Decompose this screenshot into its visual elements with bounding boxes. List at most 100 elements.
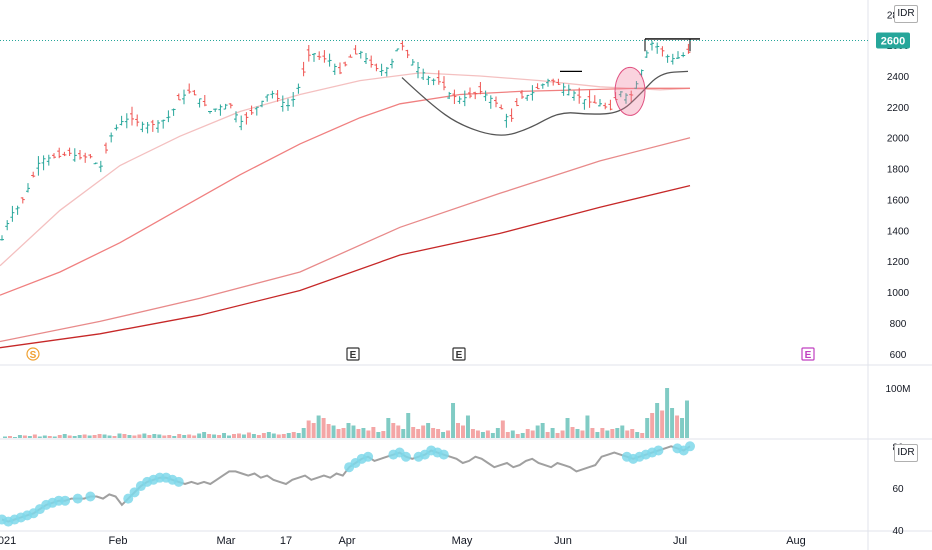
pattern-line <box>401 70 689 136</box>
x-tick-label: Aug <box>786 535 806 547</box>
volume-bar <box>157 434 162 438</box>
volume-bar <box>152 434 157 438</box>
volume-bar <box>376 432 381 438</box>
volume-bar <box>685 400 689 438</box>
volume-bar <box>411 427 416 438</box>
rsi-marker <box>123 493 134 504</box>
volume-bar <box>117 433 122 438</box>
volume-bar <box>525 429 530 438</box>
rsi-marker <box>60 495 71 506</box>
volume-bar <box>441 432 446 438</box>
volume-bar <box>655 403 660 438</box>
rsi-pane <box>0 441 695 527</box>
rsi-marker <box>72 493 83 504</box>
volume-bar <box>251 434 256 438</box>
rsi-tick-label: 60 <box>892 484 904 495</box>
volume-bar <box>102 434 107 438</box>
event-box <box>452 347 466 361</box>
volume-bar <box>645 418 650 438</box>
volume-bar <box>72 436 77 438</box>
rsi-marker <box>129 487 140 498</box>
currency-badge-top[interactable]: IDR <box>894 5 918 23</box>
moving-average-line <box>0 137 691 343</box>
volume-bar <box>620 425 625 438</box>
volume-bar <box>610 429 615 438</box>
volume-bar <box>605 430 610 438</box>
volume-bar <box>475 430 480 438</box>
y-tick-label: 2000 <box>887 134 910 145</box>
x-tick-label: Apr <box>338 535 355 547</box>
volume-bar <box>565 418 570 438</box>
volume-bar <box>12 437 17 438</box>
volume-bar <box>217 435 222 438</box>
volume-bar <box>366 430 371 438</box>
volume-bar <box>545 432 550 438</box>
rsi-line <box>1 445 691 523</box>
volume-bar <box>436 429 441 438</box>
volume-bar <box>386 418 391 438</box>
event-label: E <box>350 350 357 361</box>
volume-bar <box>122 434 127 438</box>
volume-bar <box>326 424 331 438</box>
volume-bar <box>500 420 505 438</box>
axis-layer: 2800260024002200200018001600140012001000… <box>0 10 911 547</box>
volume-bar <box>316 415 321 438</box>
volume-bar <box>356 429 361 438</box>
volume-bar <box>570 427 575 438</box>
volume-bar <box>630 429 635 438</box>
y-tick-label: 600 <box>890 350 907 361</box>
rsi-marker <box>653 445 664 456</box>
volume-bar <box>401 429 406 438</box>
volume-bar <box>470 429 475 438</box>
y-tick-label: 2400 <box>887 72 910 83</box>
volume-bar <box>451 403 456 438</box>
volume-bar <box>670 408 675 438</box>
volume-bar <box>107 435 112 438</box>
y-tick-label: 2200 <box>887 103 910 114</box>
x-tick-label: 2021 <box>0 535 16 547</box>
volume-bar <box>590 428 595 438</box>
event-circle <box>26 347 40 361</box>
y-tick-label: 800 <box>890 319 907 330</box>
volume-bar <box>162 435 167 438</box>
volume-bar <box>331 425 336 438</box>
volume-bar <box>391 423 396 438</box>
event-marker: S <box>26 347 40 361</box>
volume-bar <box>132 435 137 438</box>
volume-bar <box>301 428 306 438</box>
currency-badge-bottom[interactable]: IDR <box>894 444 918 462</box>
volume-bar <box>227 435 231 438</box>
currency-label-rsi: IDR <box>897 447 915 458</box>
volume-bar <box>665 388 670 438</box>
volume-bar <box>381 431 386 438</box>
volume-bar <box>142 433 147 438</box>
volume-bar <box>167 435 172 438</box>
volume-bar <box>456 423 460 438</box>
volume-bar <box>232 434 236 438</box>
volume-bar <box>490 433 495 438</box>
moving-average-line <box>0 72 691 267</box>
volume-bar <box>97 434 102 438</box>
volume-bar <box>57 435 62 438</box>
volume-bar <box>311 423 316 438</box>
volume-bar <box>625 430 630 438</box>
volume-bar <box>197 433 202 438</box>
volume-bar <box>87 435 92 438</box>
volume-bar <box>92 435 97 438</box>
volume-bar <box>580 430 585 438</box>
last-price-value: 2600 <box>881 36 905 48</box>
volume-bar <box>271 433 276 438</box>
volume-bar <box>346 423 351 438</box>
volume-bar <box>22 435 27 438</box>
volume-bar <box>520 433 525 438</box>
volume-bar <box>296 433 301 438</box>
volume-bar <box>281 434 286 438</box>
moving-average-line <box>0 87 690 296</box>
rsi-tick-label: 40 <box>892 526 904 537</box>
volume-bar <box>341 428 346 438</box>
volume-bar <box>261 433 266 438</box>
x-tick-label: May <box>452 535 473 547</box>
volume-bar <box>32 434 37 438</box>
